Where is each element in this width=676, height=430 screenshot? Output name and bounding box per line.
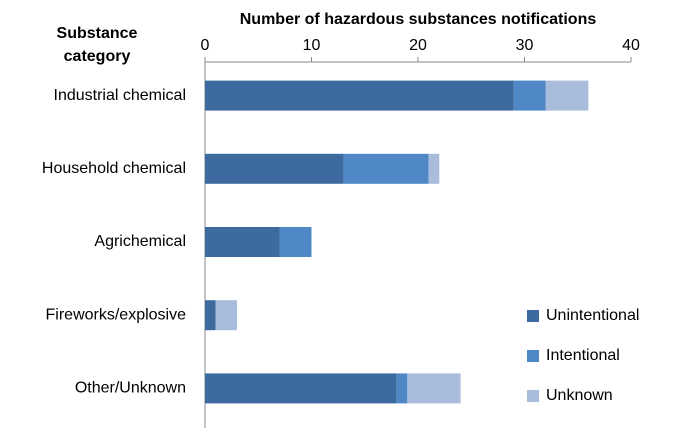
bar-segment bbox=[513, 80, 546, 111]
bar-segment bbox=[205, 227, 280, 257]
legend-swatch bbox=[527, 310, 539, 322]
x-tick-label: 40 bbox=[622, 37, 640, 54]
legend-label: Unintentional bbox=[546, 307, 639, 324]
legend-swatch bbox=[527, 350, 539, 362]
y-tick-label: Other/Unknown bbox=[75, 380, 186, 397]
bar-segment bbox=[205, 80, 514, 111]
x-tick-label: 0 bbox=[201, 37, 210, 54]
bar-segment bbox=[343, 153, 429, 184]
bar-segment bbox=[205, 300, 216, 331]
y-tick-label: Fireworks/explosive bbox=[46, 306, 187, 323]
y-tick-label: Industrial chemical bbox=[54, 87, 187, 104]
bar-segment bbox=[205, 153, 344, 184]
bar-segment bbox=[428, 153, 440, 184]
x-tick-label: 20 bbox=[409, 37, 427, 54]
bar-segment bbox=[396, 373, 408, 404]
x-tick-label: 30 bbox=[516, 37, 534, 54]
bar-segment bbox=[205, 373, 397, 404]
bar-segment bbox=[215, 300, 237, 331]
legend-label: Unknown bbox=[546, 387, 613, 404]
bar-segment bbox=[545, 80, 589, 111]
bar-segment bbox=[407, 373, 461, 404]
legend-swatch bbox=[527, 390, 539, 402]
y-tick-label: Household chemical bbox=[42, 160, 186, 177]
y-axis-title: Substance category bbox=[56, 25, 138, 65]
chart-title: Number of hazardous substances notificat… bbox=[240, 11, 597, 28]
legend-label: Intentional bbox=[546, 347, 620, 364]
y-tick-label: Agrichemical bbox=[94, 233, 186, 250]
bar-segment bbox=[279, 227, 312, 257]
x-tick-label: 10 bbox=[303, 37, 321, 54]
